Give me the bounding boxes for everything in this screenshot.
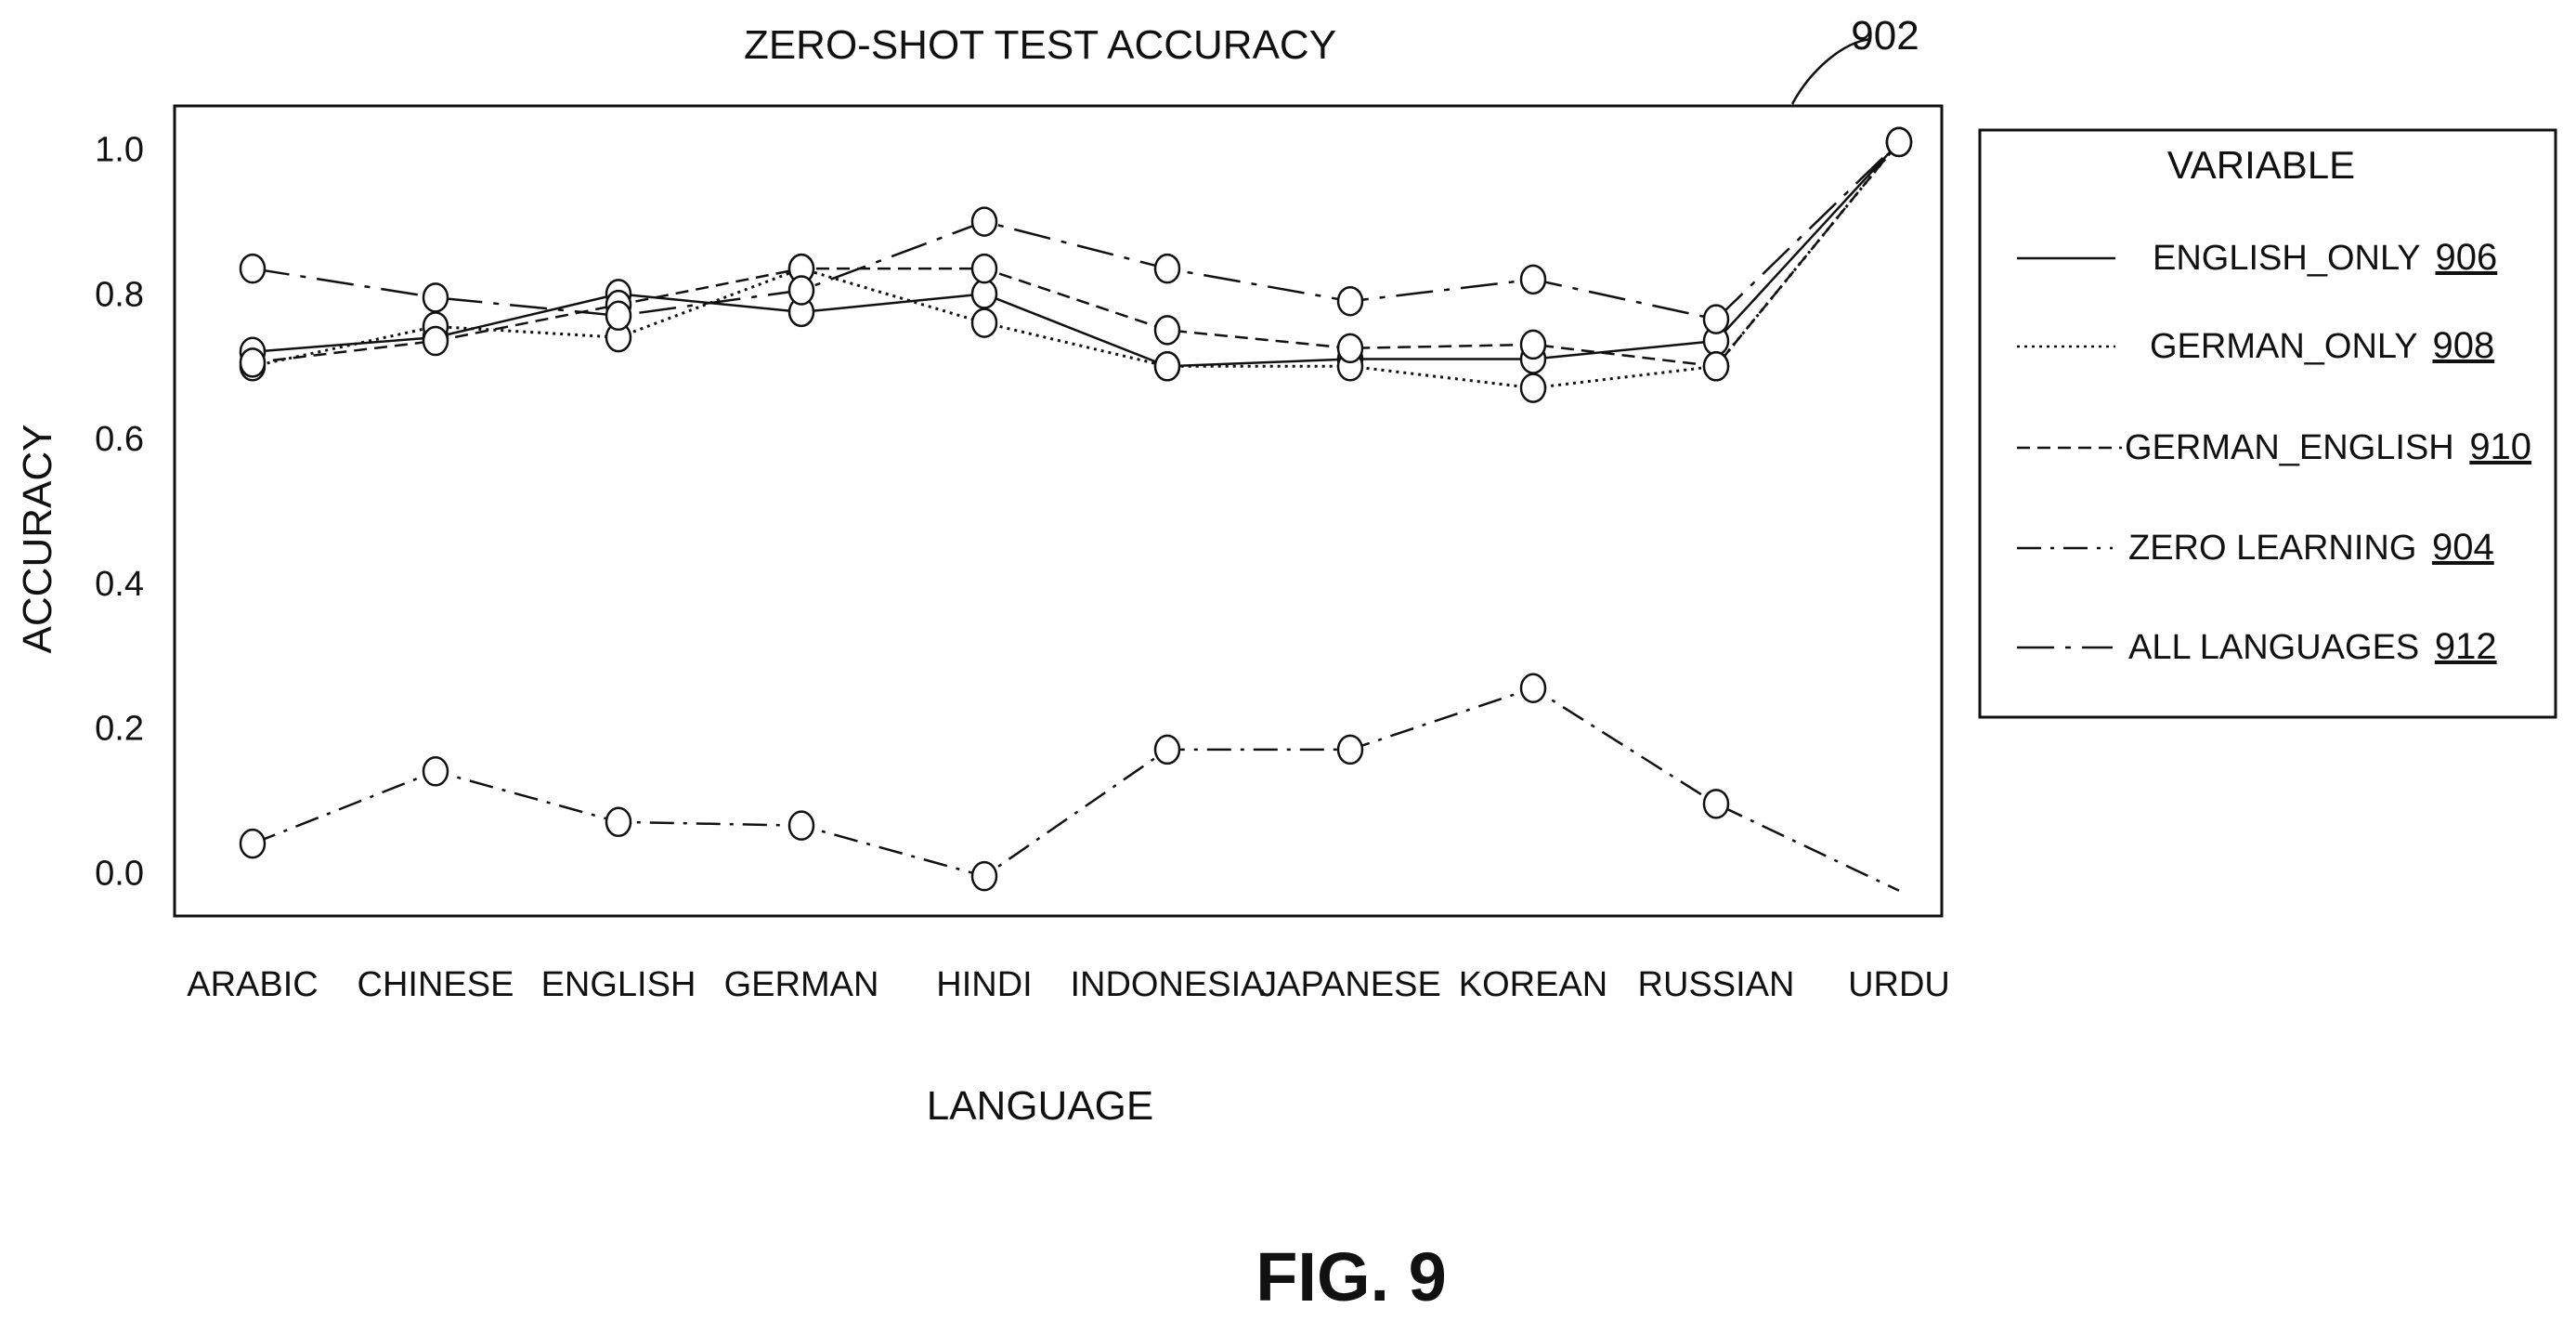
data-point	[1702, 304, 1730, 334]
legend-ref-number: 908	[2432, 325, 2494, 366]
legend: ENGLISH_ONLY 906 GERMAN_ONLY 908 GERMAN_EN…	[2017, 237, 2531, 667]
data-point	[239, 828, 267, 859]
data-point	[1153, 734, 1181, 765]
y-tick-label: 0.6	[95, 420, 144, 459]
data-point	[605, 300, 632, 332]
data-point	[1702, 351, 1730, 382]
x-tick-label: JAPANESE	[1259, 965, 1441, 1004]
figure-reference-leader	[1790, 37, 1872, 105]
legend-title: VARIABLE	[2167, 143, 2355, 187]
x-tick-label: URDU	[1848, 965, 1950, 1004]
y-tick-label: 0.4	[95, 565, 144, 604]
x-tick-label: INDONESIA	[1070, 965, 1265, 1004]
data-point	[970, 860, 998, 892]
series-line-german-english	[252, 141, 1900, 368]
legend-ref-number: 906	[2436, 237, 2498, 278]
y-tick-label: 1.0	[95, 131, 144, 170]
data-point	[1702, 789, 1730, 819]
figure-reference-label: 902	[1851, 13, 1919, 59]
x-tick-label: CHINESE	[358, 965, 514, 1004]
data-point	[605, 806, 632, 838]
chart-title: ZERO-SHOT TEST ACCURACY	[744, 22, 1336, 68]
y-axis-title: ACCURACY	[15, 425, 60, 654]
data-point	[1153, 253, 1181, 284]
data-point	[970, 307, 998, 338]
y-axis-ticks: 0.0 0.2 0.4 0.6 0.8 1.0	[95, 131, 144, 894]
legend-ref-number: 910	[2469, 426, 2531, 467]
x-tick-label: ENGLISH	[541, 965, 696, 1004]
legend-label: ENGLISH_ONLY 906	[2153, 237, 2497, 278]
x-tick-label: HINDI	[936, 965, 1032, 1004]
data-point	[1336, 333, 1364, 364]
y-tick-label: 0.0	[95, 854, 144, 893]
series-line-english-only	[252, 141, 1900, 368]
x-tick-label: GERMAN	[724, 965, 879, 1004]
series-line-german-only	[252, 140, 1901, 390]
legend-frame	[1978, 128, 2557, 719]
legend-label: GERMAN_ONLY 908	[2150, 325, 2494, 366]
data-point	[1519, 673, 1547, 703]
data-point	[1153, 351, 1181, 382]
data-point	[787, 810, 815, 841]
data-point	[422, 325, 449, 357]
data-point	[1885, 126, 1913, 158]
data-point	[970, 279, 998, 309]
data-point	[970, 206, 998, 237]
data-point	[1519, 373, 1547, 403]
x-tick-label: KOREAN	[1459, 965, 1607, 1004]
series-points	[239, 126, 1913, 892]
series-line-all-languages	[252, 141, 1900, 321]
data-point	[1519, 264, 1547, 295]
legend-ref-number: 904	[2432, 527, 2494, 568]
data-point	[970, 253, 998, 284]
data-point	[422, 282, 449, 313]
data-point	[1519, 329, 1547, 360]
legend-ref-number: 912	[2435, 626, 2497, 667]
data-point	[1336, 734, 1364, 765]
data-point	[239, 253, 267, 284]
data-point	[787, 275, 815, 306]
x-tick-label: RUSSIAN	[1638, 965, 1795, 1004]
series-line-zero-learning	[252, 687, 1900, 892]
data-point	[1153, 315, 1181, 346]
x-axis-title: LANGUAGE	[927, 1083, 1154, 1129]
y-tick-label: 0.8	[95, 275, 144, 314]
data-point	[1336, 285, 1364, 317]
plot-area-frame	[173, 104, 1944, 918]
figure-label: FIG. 9	[1255, 1238, 1447, 1315]
data-point	[422, 756, 449, 787]
y-tick-label: 0.2	[95, 710, 144, 749]
x-tick-label: ARABIC	[187, 965, 318, 1004]
x-axis-ticks: ARABIC CHINESE ENGLISH GERMAN HINDI INDONESIA…	[187, 965, 1950, 1004]
legend-label: ZERO LEARNING 904	[2128, 527, 2494, 568]
legend-label: ALL LANGUAGES 912	[2128, 626, 2497, 667]
series-lines	[252, 140, 1901, 892]
legend-label: GERMAN_ENGLISH 910	[2125, 426, 2531, 467]
data-point	[239, 347, 267, 378]
